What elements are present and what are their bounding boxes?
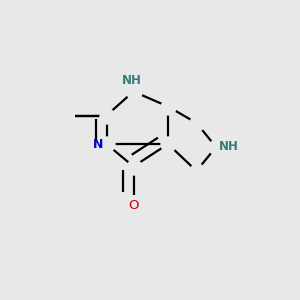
Point — [194, 169, 199, 173]
Point — [131, 89, 136, 94]
Text: N: N — [92, 137, 103, 151]
Point — [131, 164, 136, 169]
Text: O: O — [128, 199, 139, 212]
Point — [214, 145, 218, 149]
Point — [104, 142, 109, 146]
Point — [166, 142, 170, 146]
Point — [104, 113, 109, 118]
Text: NH: NH — [122, 74, 142, 87]
Point — [166, 104, 170, 109]
Point — [194, 121, 199, 125]
Text: NH: NH — [219, 140, 239, 153]
